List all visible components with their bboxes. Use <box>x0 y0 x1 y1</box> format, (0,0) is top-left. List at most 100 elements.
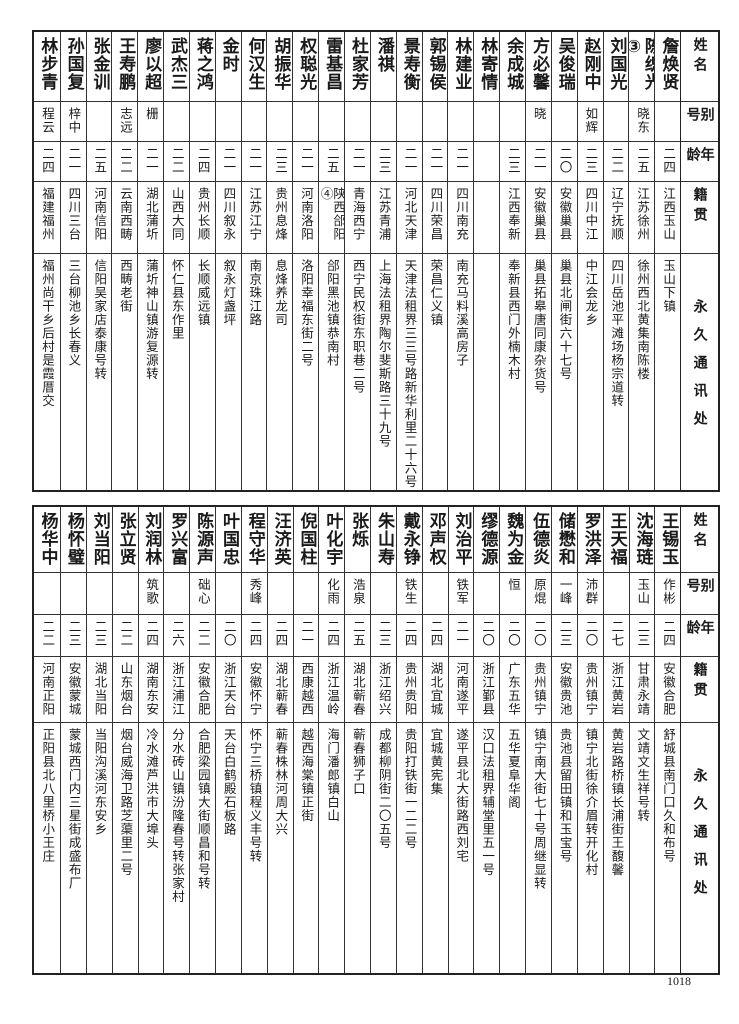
cell-age: 二〇 <box>577 615 603 657</box>
cell-name: 张烁 <box>345 507 371 573</box>
cell-name: 程守华 <box>241 507 267 573</box>
person-column: 沈海琏 玉山 二三 甘肃永靖 文靖文生祥号转 <box>628 507 655 973</box>
person-column: 詹焕贤 二四 江西玉山 玉山下镇 <box>654 32 681 490</box>
cell-age: 二二 <box>603 142 629 182</box>
person-age: 二一 <box>531 147 547 174</box>
cell-alias <box>551 102 577 142</box>
cell-address: 遂平县北大街路西刘宅 <box>449 723 474 973</box>
cell-age: 二五 <box>345 615 371 657</box>
cell-age: 二三 <box>371 615 396 657</box>
cell-native: 甘肃永靖 <box>629 657 655 723</box>
person-age: 二三 <box>273 147 289 174</box>
person-address: 徐州西北黄集南陈楼 <box>635 259 651 381</box>
person-name: 胡振华 <box>270 37 291 91</box>
cell-alias: 铁军 <box>448 573 474 615</box>
cell-native: 贵州贵阳 <box>396 657 422 723</box>
cell-native: 浙江绍兴 <box>371 657 396 723</box>
cell-native: 安徽合肥 <box>655 657 681 723</box>
cell-native: 安徽合肥 <box>190 657 216 723</box>
person-name: 朱山寿 <box>374 512 395 566</box>
cell-native: 四川中江 <box>577 182 603 254</box>
person-native: 浙江绍兴 <box>376 662 392 716</box>
person-address: 巢县拓皋唐同康杂货号 <box>531 259 547 394</box>
cell-address: 玉山下镇 <box>655 254 680 490</box>
person-address: 天台白鹤殿石板路 <box>221 728 237 836</box>
cell-age: 二三 <box>60 615 86 657</box>
person-column: 邓声权 二四 湖北宜城 宜城黄宪集 <box>421 507 448 973</box>
person-name: 林步青 <box>37 37 58 91</box>
cell-native: 四川荣昌 <box>422 182 448 254</box>
person-age: 二〇 <box>505 620 521 647</box>
cell-address: 中江会龙乡 <box>578 254 603 490</box>
person-address: 烟台威海卫路芝蕖里二号 <box>118 728 134 877</box>
cell-name: 吴俊瑞 <box>551 32 577 102</box>
person-name: 罗兴富 <box>167 512 188 566</box>
person-native: 浙江天台 <box>221 662 237 716</box>
person-column: 罗兴富 二六 浙江浦江 分水砖山镇汾隆春号转张家村 <box>163 507 190 973</box>
cell-native: 安徽怀宁 <box>241 657 267 723</box>
cell-address: 息烽养龙司 <box>267 254 292 490</box>
person-age: 二一 <box>66 147 82 174</box>
person-native: 安徽巢县 <box>557 187 573 241</box>
person-column: 张金训 二五 河南信阳 信阳吴家店泰康号转 <box>85 32 112 490</box>
cell-age: 二四 <box>655 615 681 657</box>
person-column: 张立贤 二二 山东烟台 烟台威海卫路芝蕖里二号 <box>111 507 138 973</box>
cell-native: 贵州镇宁 <box>577 657 603 723</box>
cell-name: 胡振华 <box>267 32 293 102</box>
person-address: 贵池县留田镇和玉宝号 <box>557 728 573 863</box>
cell-address: 西畴老街 <box>112 254 137 490</box>
person-age: 二四 <box>402 620 418 647</box>
person-column: 王锡玉 作彬 二四 安徽合肥 舒城县南门口久和布号 <box>654 507 681 973</box>
person-column: 倪国柱 二一 西康越西 越西海棠镇正街 <box>292 507 319 973</box>
person-alias: 浩泉 <box>350 578 366 605</box>
header-cell-alias: 别号 <box>681 573 718 615</box>
cell-name: 叶化宇 <box>319 507 345 573</box>
cell-age: 二五 <box>629 142 655 182</box>
header-native-label: 籍贯 <box>691 662 708 702</box>
cell-name: 叶国忠 <box>216 507 241 573</box>
cell-address: 当阳沟溪河东安乡 <box>87 723 112 973</box>
cell-age: 二一 <box>241 142 267 182</box>
cell-native: 青海西宁 <box>345 182 370 254</box>
cell-address: 贵阳打铁街一二二号 <box>397 723 422 973</box>
person-name: 廖以超 <box>141 37 162 91</box>
person-native: 贵州长顺 <box>195 187 211 241</box>
cell-address: 蕲春株林河周大兴 <box>268 723 293 973</box>
person-age: 二一 <box>350 147 366 174</box>
person-native: 甘肃永靖 <box>635 662 651 716</box>
cell-address: 文靖文生祥号转 <box>630 723 655 973</box>
header-age-label: 年龄 <box>684 147 715 167</box>
person-age: 二五 <box>324 147 340 174</box>
person-age: 二〇 <box>480 620 496 647</box>
cell-name: 刘国光 <box>603 32 629 102</box>
person-column: 王寿鹏 志远 二二 云南西畴 西畴老街 <box>111 32 138 490</box>
person-address: 遂平县北大街路西刘宅 <box>454 728 470 863</box>
person-native: 西康越西 <box>299 662 315 716</box>
cell-name: 廖以超 <box>138 32 164 102</box>
cell-name: 罗洪泽 <box>577 507 603 573</box>
cell-alias: 如辉 <box>577 102 603 142</box>
person-native: 江苏徐州 <box>635 187 651 241</box>
person-alias: 恒 <box>505 578 521 592</box>
cell-age <box>474 142 500 182</box>
person-age: 二一 <box>299 620 315 647</box>
cell-age: 二三 <box>552 615 577 657</box>
person-column: 余成城 二三 江西奉新 奉新县西门外楠木村 <box>499 32 526 490</box>
header-cell-age: 年龄 <box>681 142 718 182</box>
cell-name: 王寿鹏 <box>112 32 138 102</box>
cell-age: 二〇 <box>551 142 577 182</box>
person-column: 林建业 二一 四川南充 南充马料溪高房子 <box>447 32 474 490</box>
cell-address: 福州尚干乡后村是霞厝交 <box>34 254 60 490</box>
person-column: 林步青 程云 二四 福建福州 福州尚干乡后村是霞厝交 <box>33 32 60 490</box>
cell-alias: 秀峰 <box>241 573 267 615</box>
person-address: 贵阳打铁街一二二号 <box>402 728 418 850</box>
person-name: 戴永铮 <box>399 512 420 566</box>
header-cell-address: 永久通讯处 <box>681 723 718 973</box>
cell-native: 浙江鄞县 <box>474 657 500 723</box>
cell-age: 二二 <box>190 615 216 657</box>
header-address-label: 永久通讯处 <box>691 299 708 439</box>
cell-name: 倪国柱 <box>293 507 319 573</box>
person-column: 杜家芳 二一 青海西宁 西宁民权街东职巷二号 <box>344 32 370 490</box>
cell-native: 河南洛阳 <box>293 182 319 254</box>
cell-native: 浙江温岭 <box>319 657 345 723</box>
